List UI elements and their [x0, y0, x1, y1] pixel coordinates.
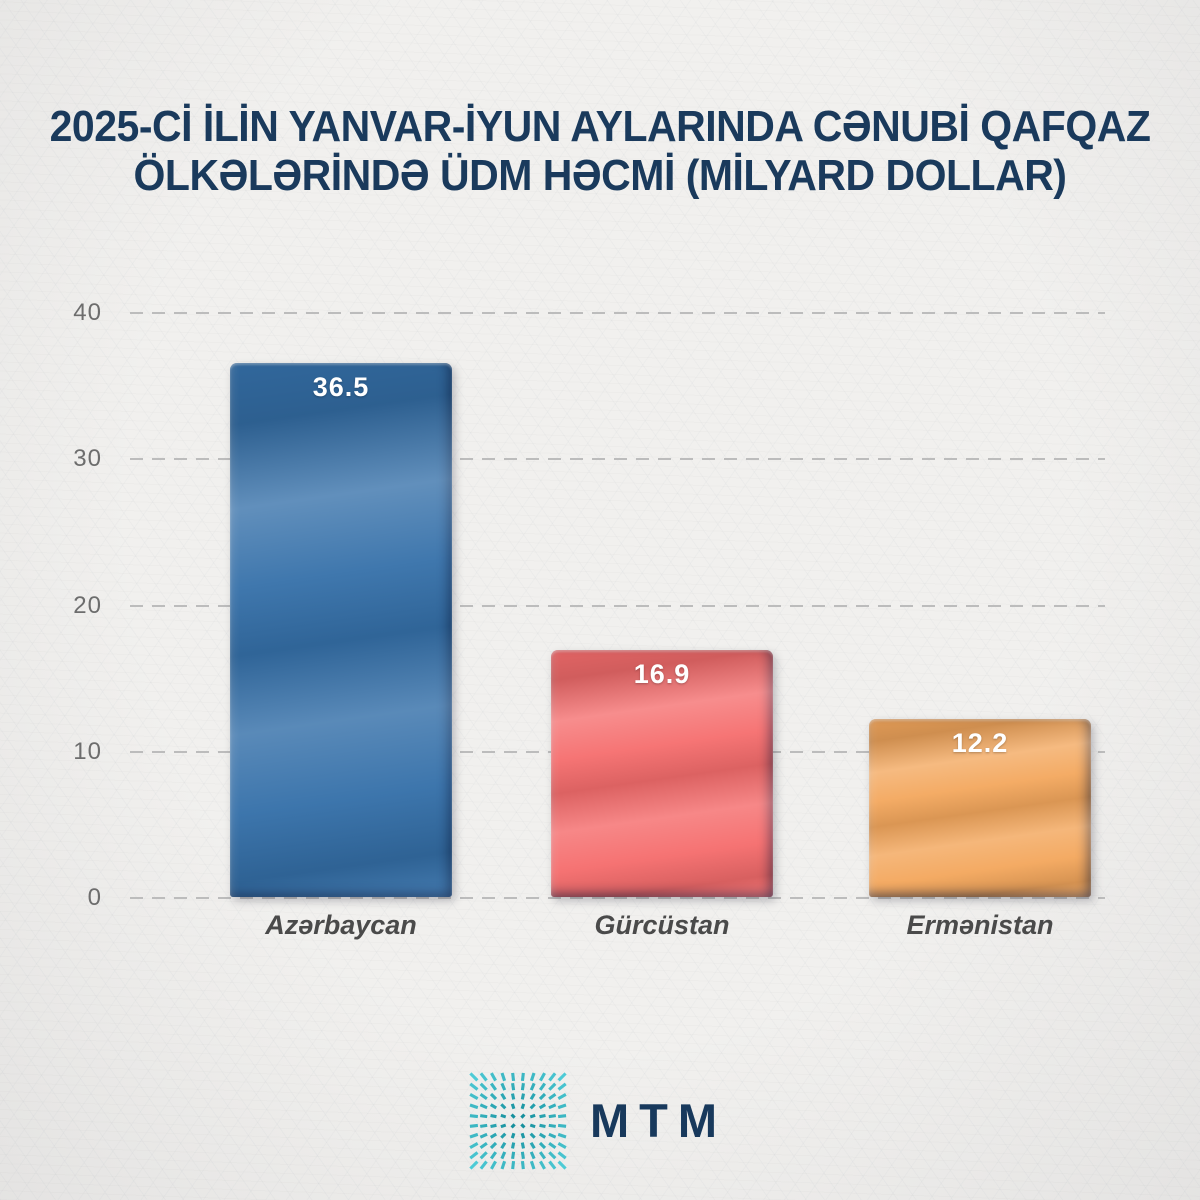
chart-title: 2025-Cİ İLİN YANVAR-İYUN AYLARINDA CƏNUB…	[0, 102, 1200, 200]
bar-value-gurcustan: 16.9	[633, 658, 691, 689]
gridline-0: 0	[88, 884, 1105, 911]
bar-value-azerbaycan: 36.5	[312, 372, 370, 403]
y-tick-0: 0	[87, 884, 102, 911]
y-tick-20: 20	[73, 591, 102, 619]
x-label-gurcustan: Gürcüstan	[594, 910, 730, 940]
chart-title-line-2: ÖLKƏLƏRİNDƏ ÜDM HƏCMİ (MİLYARD DOLLAR)	[133, 150, 1067, 200]
gridline-20: 20	[73, 592, 1105, 619]
y-tick-30: 30	[73, 445, 102, 473]
bar-chart-plot-area: 40 30 20 10 0 36.5 16.9 12.2 Azərbaycan …	[73, 299, 1105, 940]
bar-gurcustan: 16.9	[551, 649, 773, 898]
x-label-azerbaycan: Azərbaycan	[265, 910, 417, 940]
gridline-40: 40	[73, 299, 1105, 326]
mtm-logo-text: MTM	[590, 1094, 728, 1147]
x-label-ermenistan: Ermənistan	[906, 910, 1054, 940]
mtm-logo: MTM	[468, 1072, 727, 1170]
y-tick-40: 40	[73, 299, 102, 326]
bar-ermenistan: 12.2	[869, 718, 1091, 898]
y-tick-10: 10	[73, 737, 102, 765]
bar-value-ermenistan: 12.2	[951, 727, 1009, 758]
bar-azerbaycan: 36.5	[230, 363, 452, 897]
chart-title-line-1: 2025-Cİ İLİN YANVAR-İYUN AYLARINDA CƏNUB…	[49, 101, 1151, 151]
gridline-30: 30	[73, 445, 1105, 472]
starburst-dashes-icon	[469, 1072, 567, 1170]
